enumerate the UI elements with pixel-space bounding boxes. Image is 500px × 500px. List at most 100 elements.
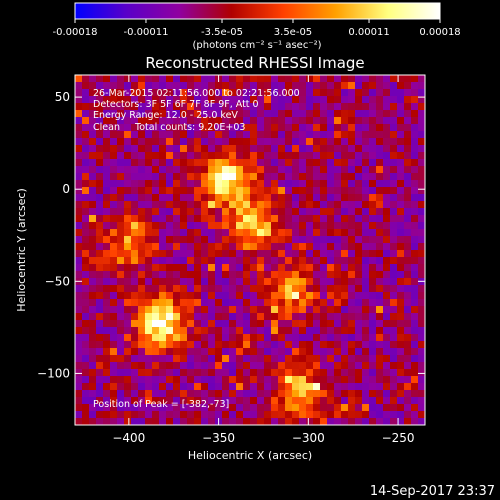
heatmap-cell xyxy=(404,222,412,230)
heatmap-cell xyxy=(180,362,188,370)
heatmap-cell xyxy=(418,229,426,237)
heatmap-cell xyxy=(376,397,384,405)
heatmap-cell xyxy=(411,96,419,104)
heatmap-cell xyxy=(390,278,398,286)
heatmap-cell xyxy=(299,250,307,258)
heatmap-cell xyxy=(173,369,181,377)
heatmap-cell xyxy=(152,166,160,174)
heatmap-cell xyxy=(334,383,342,391)
heatmap-cell xyxy=(124,355,132,363)
heatmap-cell xyxy=(271,257,279,265)
heatmap-cell xyxy=(82,138,90,146)
heatmap-cell xyxy=(320,131,328,139)
heatmap-cell xyxy=(75,201,83,209)
heatmap-cell xyxy=(306,166,314,174)
heatmap-cell xyxy=(383,397,391,405)
heatmap-cell xyxy=(369,257,377,265)
heatmap-cell xyxy=(236,229,244,237)
heatmap-cell xyxy=(138,131,146,139)
heatmap-cell xyxy=(348,362,356,370)
annotation-time-range: 26-Mar-2015 02:11:56.000 to 02:21:56.000 xyxy=(93,88,300,99)
heatmap-cell xyxy=(418,397,426,405)
heatmap-cell xyxy=(131,82,139,90)
heatmap-cell xyxy=(327,285,335,293)
heatmap-cell xyxy=(159,187,167,195)
heatmap-cell xyxy=(264,411,272,419)
heatmap-cell xyxy=(187,390,195,398)
heatmap-cell xyxy=(131,208,139,216)
heatmap-cell xyxy=(418,103,426,111)
heatmap-cell xyxy=(166,166,174,174)
heatmap-cell xyxy=(278,96,286,104)
heatmap-cell xyxy=(264,306,272,314)
colorbar-tick-label: -3.5e-05 xyxy=(201,27,243,38)
heatmap-cell xyxy=(257,236,265,244)
heatmap-cell xyxy=(145,376,153,384)
heatmap-cell xyxy=(257,334,265,342)
heatmap-cell xyxy=(145,271,153,279)
heatmap-cell xyxy=(201,215,209,223)
heatmap-cell xyxy=(320,75,328,83)
heatmap-cell xyxy=(180,180,188,188)
heatmap-cell xyxy=(334,173,342,181)
heatmap-cell xyxy=(362,369,370,377)
heatmap-cell xyxy=(194,117,202,125)
heatmap-cell xyxy=(173,215,181,223)
heatmap-cell xyxy=(187,243,195,251)
heatmap-cell xyxy=(236,201,244,209)
heatmap-cell xyxy=(117,341,125,349)
heatmap-cell xyxy=(124,278,132,286)
heatmap-cell xyxy=(369,89,377,97)
heatmap-cell xyxy=(89,320,97,328)
heatmap-cell xyxy=(82,285,90,293)
heatmap-cell xyxy=(341,327,349,335)
heatmap-cell xyxy=(313,82,321,90)
heatmap-cell xyxy=(411,138,419,146)
heatmap-cell xyxy=(236,341,244,349)
heatmap-cell xyxy=(138,334,146,342)
heatmap-cell xyxy=(131,369,139,377)
heatmap-cell xyxy=(292,110,300,118)
heatmap-cell xyxy=(418,110,426,118)
heatmap-cell xyxy=(187,236,195,244)
heatmap-cell xyxy=(327,194,335,202)
heatmap-cell xyxy=(229,299,237,307)
heatmap-cell xyxy=(348,327,356,335)
heatmap-cell xyxy=(222,320,230,328)
heatmap-cell xyxy=(89,103,97,111)
heatmap-cell xyxy=(187,103,195,111)
heatmap-cell xyxy=(327,124,335,132)
heatmap-cell xyxy=(285,306,293,314)
heatmap-cell xyxy=(131,159,139,167)
heatmap-cell xyxy=(75,299,83,307)
heatmap-cell xyxy=(397,131,405,139)
heatmap-cell xyxy=(145,82,153,90)
heatmap-cell xyxy=(201,243,209,251)
heatmap-cell xyxy=(138,355,146,363)
heatmap-cell xyxy=(173,285,181,293)
heatmap-cell xyxy=(145,124,153,132)
heatmap-cell xyxy=(411,334,419,342)
heatmap-cell xyxy=(376,82,384,90)
heatmap-cell xyxy=(215,180,223,188)
heatmap-cell xyxy=(166,187,174,195)
heatmap-cell xyxy=(208,187,216,195)
heatmap-cell xyxy=(194,313,202,321)
heatmap-cell xyxy=(369,173,377,181)
heatmap-cell xyxy=(145,145,153,153)
y-axis-label: Heliocentric Y (arcsec) xyxy=(15,188,28,312)
heatmap-cell xyxy=(404,320,412,328)
heatmap-cell xyxy=(285,404,293,412)
heatmap-cell xyxy=(320,306,328,314)
heatmap-cell xyxy=(250,264,258,272)
heatmap-cell xyxy=(89,292,97,300)
heatmap-cell xyxy=(173,383,181,391)
heatmap-cell xyxy=(138,208,146,216)
heatmap-cell xyxy=(89,152,97,160)
heatmap-cell xyxy=(180,404,188,412)
heatmap-cell xyxy=(285,96,293,104)
heatmap-cell xyxy=(285,334,293,342)
heatmap-cell xyxy=(341,215,349,223)
heatmap-cell xyxy=(229,194,237,202)
heatmap-cell xyxy=(145,278,153,286)
